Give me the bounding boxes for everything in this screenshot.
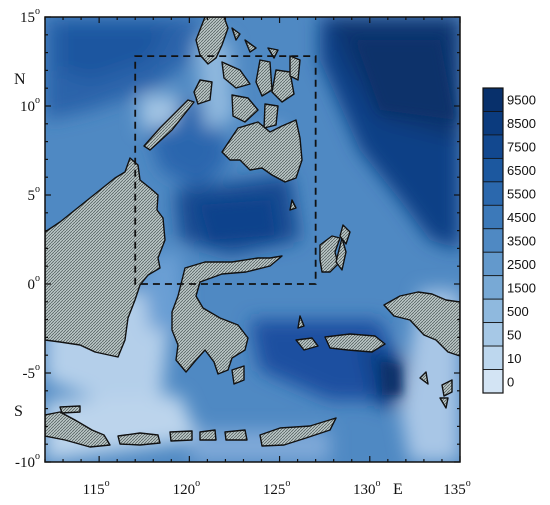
colorbar-swatch bbox=[482, 134, 504, 159]
y-axis-labels: 15o 10o 5o 0o -5o -10o bbox=[15, 6, 40, 471]
x-tick-label: 135o bbox=[443, 478, 471, 498]
x-axis-labels: 115o 120o 125o 130o 135o bbox=[83, 478, 471, 498]
new-guinea-landmass bbox=[383, 291, 460, 357]
east-label: E bbox=[393, 481, 403, 498]
x-tick-label: 115o bbox=[83, 478, 110, 498]
colorbar-swatch bbox=[482, 157, 504, 183]
colorbar-swatch bbox=[482, 204, 504, 230]
sulawesi-landmass bbox=[171, 255, 283, 375]
palawan-landmass bbox=[143, 99, 195, 151]
colorbar-label: 6500 bbox=[507, 163, 536, 178]
x-tick-label: 130o bbox=[353, 478, 381, 498]
colorbar-label: 9500 bbox=[507, 93, 536, 108]
colorbar-label: 2500 bbox=[507, 257, 536, 272]
x-tick-label: 125o bbox=[263, 478, 291, 498]
colorbar-swatch bbox=[482, 111, 504, 136]
colorbar: 9500850075006500550045003500250015005005… bbox=[482, 87, 536, 394]
colorbar-swatch bbox=[482, 87, 504, 112]
colorbar-label: 500 bbox=[507, 304, 529, 319]
colorbar-label: 50 bbox=[507, 327, 521, 342]
colorbar-swatch bbox=[482, 298, 504, 324]
north-label: N bbox=[14, 71, 26, 88]
luzon-landmass bbox=[195, 17, 229, 65]
colorbar-swatch bbox=[482, 275, 504, 300]
y-tick-label: 0o bbox=[28, 273, 41, 293]
colorbar-swatch bbox=[482, 228, 504, 253]
colorbar-frame bbox=[482, 87, 504, 394]
study-region-box bbox=[134, 55, 317, 285]
colorbar-swatch bbox=[482, 369, 504, 394]
tick-marks bbox=[44, 16, 461, 463]
south-label: S bbox=[14, 403, 23, 420]
colorbar-label: 4500 bbox=[507, 210, 536, 225]
colorbar-label: 3500 bbox=[507, 234, 536, 249]
colorbar-label: 8500 bbox=[507, 116, 536, 131]
colorbar-label: 0 bbox=[507, 374, 514, 389]
colorbar-swatch bbox=[482, 345, 504, 370]
x-tick-label: 120o bbox=[173, 478, 201, 498]
mindanao-landmass bbox=[221, 119, 303, 183]
colorbar-swatch bbox=[482, 322, 504, 347]
map-frame bbox=[44, 16, 461, 463]
y-tick-label: 5o bbox=[28, 184, 41, 204]
colorbar-swatch bbox=[482, 251, 504, 277]
colorbar-label: 5500 bbox=[507, 187, 536, 202]
colorbar-swatch bbox=[482, 181, 504, 206]
y-tick-label: 10o bbox=[20, 95, 40, 115]
java-landmass bbox=[45, 411, 111, 448]
y-tick-label: -10o bbox=[15, 451, 40, 471]
colorbar-label: 10 bbox=[507, 351, 521, 366]
colorbar-label: 1500 bbox=[507, 280, 536, 295]
colorbar-label: 7500 bbox=[507, 140, 536, 155]
y-tick-label: -5o bbox=[23, 362, 41, 382]
y-tick-label: 15o bbox=[20, 6, 40, 26]
